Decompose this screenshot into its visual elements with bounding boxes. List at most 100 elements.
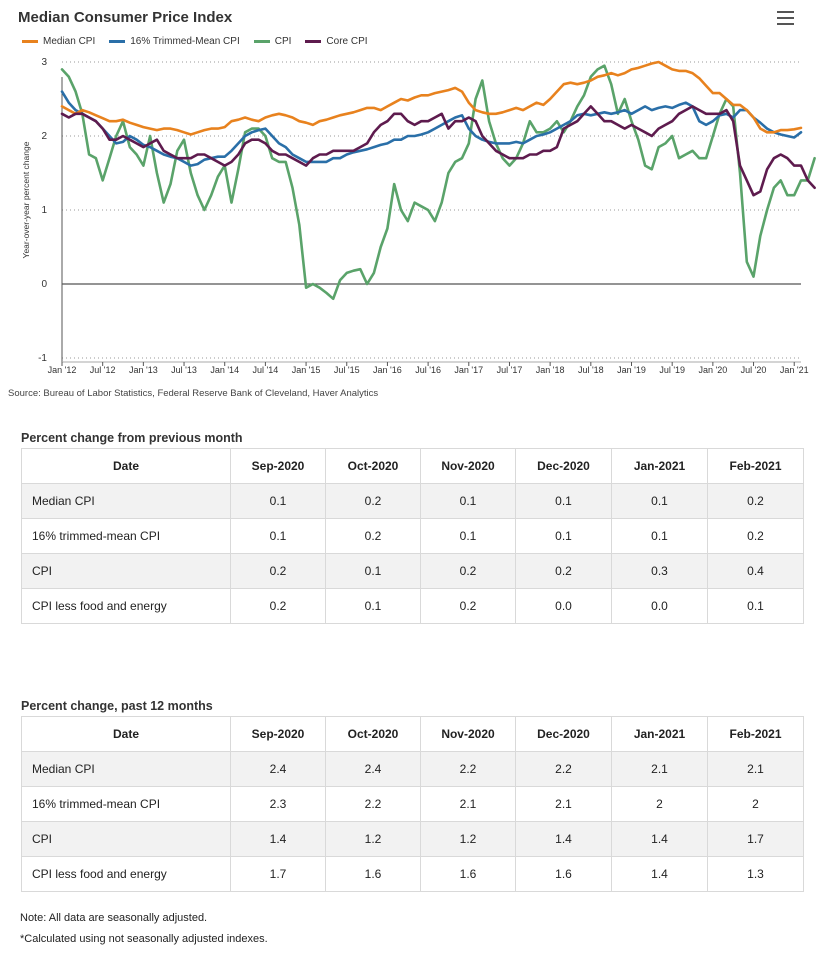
column-header: Dec-2020 [515,448,612,484]
line-chart: -1 0 1 2 3 Year-over-year percent change Jan '… [21,57,816,375]
x-tick-label: Jul '19 [659,365,685,375]
y-tick-label: 3 [41,57,47,68]
table-cell: 0.2 [230,553,326,589]
table-cell: 1.4 [515,821,612,857]
series-line-core-cpi [60,105,816,197]
row-label: CPI [21,553,231,589]
row-label: 16% trimmed-mean CPI [21,518,231,554]
legend-swatch-trimmed-mean-cpi [109,39,126,43]
table-cell: 0.1 [611,483,708,519]
legend-swatch-cpi [253,39,270,43]
table-cell: 0.2 [420,553,516,589]
note-seasonal: Note: All data are seasonally adjusted. [20,912,208,924]
monthly-table-title: Percent change from previous month [21,431,243,445]
column-header: Nov-2020 [420,716,516,752]
hamburger-menu-icon[interactable] [777,11,794,25]
column-header-date: Date [21,716,231,752]
chart-legend: Median CPI 16% Trimmed-Mean CPI CPI Core… [22,34,382,48]
x-tick-label: Jul '12 [90,365,116,375]
y-tick-label: 1 [41,205,47,216]
legend-label: Core CPI [326,35,368,47]
y-tick-label: 0 [41,279,47,290]
row-label: Median CPI [21,483,231,519]
row-label: Median CPI [21,751,231,787]
table-cell: 2.4 [230,751,326,787]
row-label: CPI less food and energy [21,588,231,624]
legend-item-median-cpi[interactable]: Median CPI [22,36,95,47]
y-tick-label: -1 [38,353,47,364]
x-tick-label: Jan '19 [617,365,646,375]
table-cell: 1.6 [515,856,612,892]
legend-label: 16% Trimmed-Mean CPI [130,35,240,47]
series-line-16-trimmed-mean-cpi [60,90,803,167]
table-cell: 0.1 [515,483,612,519]
table-row: Median CPI 2.4 2.4 2.2 2.2 2.1 2.1 [21,751,804,787]
legend-item-trimmed-mean-cpi[interactable]: 16% Trimmed-Mean CPI [109,35,240,47]
table-cell: 0.1 [420,518,516,554]
table-cell: 2.1 [420,786,516,822]
table-cell: 0.0 [515,588,612,624]
legend-item-core-cpi[interactable]: Core CPI [305,35,368,47]
table-cell: 0.1 [707,588,804,624]
table-cell: 0.1 [230,483,326,519]
table-row: 16% trimmed-mean CPI 2.3 2.2 2.1 2.1 2 2 [21,786,804,822]
x-tick-label: Jan '20 [698,365,727,375]
table-row: CPI 0.2 0.1 0.2 0.2 0.3 0.4 [21,553,804,589]
monthly-change-table: Date Sep-2020 Oct-2020 Nov-2020 Dec-2020 Jan-… [21,448,804,624]
table-cell: 1.7 [230,856,326,892]
table-cell: 0.2 [707,483,804,519]
table-cell: 0.0 [611,588,708,624]
column-header: Sep-2020 [230,716,326,752]
x-tick-label: Jan '18 [536,365,565,375]
annual-change-table: Date Sep-2020 Oct-2020 Nov-2020 Dec-2020 Jan-… [21,716,804,892]
table-cell: 1.2 [325,821,421,857]
table-row: CPI 1.4 1.2 1.2 1.4 1.4 1.7 [21,821,804,857]
x-tick-label: Jan '16 [373,365,402,375]
column-header: Feb-2021 [707,716,804,752]
row-label: CPI [21,821,231,857]
x-tick-label: Jan '13 [129,365,158,375]
x-tick-label: Jul '14 [253,365,279,375]
table-cell: 2 [707,786,804,822]
table-cell: 1.4 [611,821,708,857]
series-line-median-cpi [60,60,803,136]
chart-source: Source: Bureau of Labor Statistics, Fede… [8,388,379,399]
y-axis-label: Year-over-year percent change [21,141,31,258]
column-header: Nov-2020 [420,448,516,484]
row-label: CPI less food and energy [21,856,231,892]
column-header-date: Date [21,448,231,484]
table-cell: 0.4 [707,553,804,589]
legend-swatch-core-cpi [305,39,322,43]
table-cell: 2.2 [325,786,421,822]
table-cell: 0.1 [325,553,421,589]
series-line-cpi [60,64,816,301]
x-tick-label: Jul '18 [578,365,604,375]
table-cell: 0.2 [325,483,421,519]
table-row: CPI less food and energy 0.2 0.1 0.2 0.0 0.0 0… [21,588,804,624]
legend-item-cpi[interactable]: CPI [253,36,291,47]
table-cell: 1.2 [420,821,516,857]
column-header: Jan-2021 [611,448,708,484]
table-cell: 2.3 [230,786,326,822]
table-cell: 1.3 [707,856,804,892]
table-cell: 0.1 [515,518,612,554]
table-cell: 2.1 [707,751,804,787]
x-tick-label: Jan '21 [780,365,809,375]
annual-table-title: Percent change, past 12 months [21,699,213,713]
column-header: Dec-2020 [515,716,612,752]
x-tick-label: Jul '20 [741,365,767,375]
table-header-row: Date Sep-2020 Oct-2020 Nov-2020 Dec-2020 Jan-… [21,716,804,752]
table-cell: 0.1 [230,518,326,554]
legend-label: Median CPI [43,35,96,47]
column-header: Feb-2021 [707,448,804,484]
table-cell: 0.1 [420,483,516,519]
row-label: 16% trimmed-mean CPI [21,786,231,822]
table-cell: 0.2 [515,553,612,589]
table-cell: 1.6 [325,856,421,892]
table-cell: 2.4 [325,751,421,787]
table-cell: 0.1 [325,588,421,624]
legend-swatch-median-cpi [22,39,38,43]
table-cell: 1.4 [230,821,326,857]
chart-title: Median Consumer Price Index [18,9,233,26]
column-header: Oct-2020 [325,448,421,484]
